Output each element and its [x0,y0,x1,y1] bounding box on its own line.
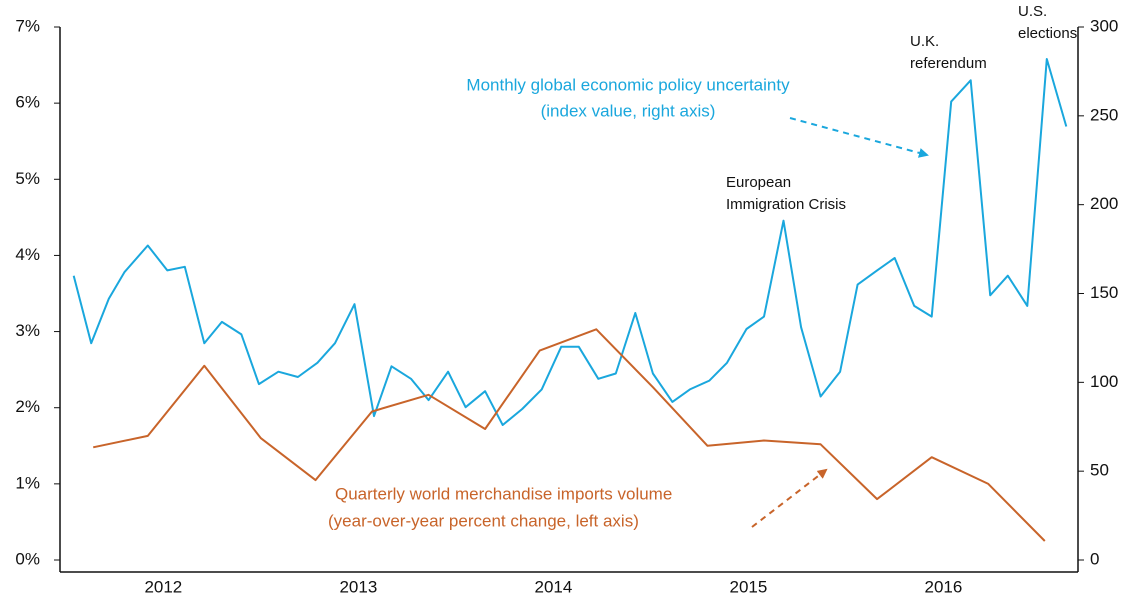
series-line [92,328,1046,542]
y-tick-label: 1% [15,473,40,492]
y-tick-label: 0% [15,549,40,568]
y-tick-label: 6% [15,93,40,112]
y2-tick-label: 50 [1090,461,1109,480]
arrow [789,117,929,158]
annotation: elections [1018,25,1077,42]
x-tick-label: 2015 [730,577,768,596]
series-label: Monthly global economic policy uncertain… [466,75,790,94]
y2-tick-label: 0 [1090,549,1099,568]
y-tick-label: 3% [15,321,40,340]
y2-tick-label: 150 [1090,283,1118,302]
series-label: Quarterly world merchandise imports volu… [335,484,672,503]
x-tick-label: 2014 [534,577,572,596]
y2-tick-label: 200 [1090,194,1118,213]
y2-tick-label: 250 [1090,105,1118,124]
y-tick-label: 2% [15,397,40,416]
y-tick-label: 4% [15,245,40,264]
x-tick-label: 2012 [144,577,182,596]
x-tick-label: 2013 [339,577,377,596]
series-label: (index value, right axis) [541,101,716,120]
annotation: European [726,174,791,191]
y2-tick-label: 100 [1090,372,1118,391]
y2-tick-label: 300 [1090,16,1118,35]
annotation: referendum [910,55,987,72]
series-label: (year-over-year percent change, left axi… [328,511,639,530]
arrow [751,468,828,528]
series-line [72,58,1068,426]
annotation: U.K. [910,33,939,50]
annotation: Immigration Crisis [726,196,846,213]
y-tick-label: 5% [15,169,40,188]
y-tick-label: 7% [15,16,40,35]
annotation: U.S. [1018,3,1047,20]
x-tick-label: 2016 [925,577,963,596]
